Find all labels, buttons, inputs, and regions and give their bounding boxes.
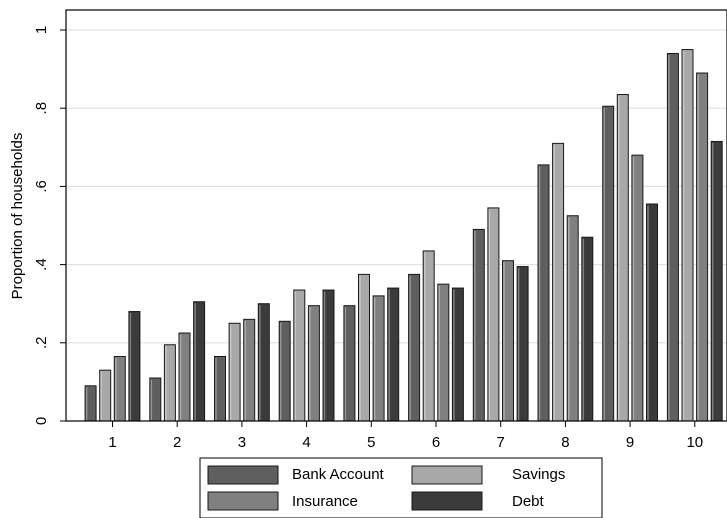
x-tick-label: 7 [497,434,505,451]
x-tick-label: 1 [108,434,116,451]
x-tick-label: 6 [432,434,440,451]
legend-label: Debt [512,493,545,510]
y-axis-label: Proportion of households [9,133,26,300]
x-tick-label: 8 [561,434,569,451]
y-tick-label: 1 [33,26,50,34]
y-tick-label: .4 [33,258,50,271]
legend-swatch [411,465,483,485]
legend-swatch [207,491,279,511]
y-tick-label: .2 [33,337,50,350]
legend: Bank Account Savings Insurance Debt [199,457,603,518]
legend-label: Savings [512,466,565,483]
x-axis: 1 2 3 4 5 6 7 8 9 10 [108,421,703,451]
x-tick-label: 5 [367,434,375,451]
x-tick-label: 4 [302,434,310,451]
plot-frame [65,9,727,422]
y-tick-label: .6 [33,180,50,193]
x-tick-label: 2 [173,434,181,451]
x-tick-label: 3 [238,434,246,451]
bars [84,49,723,422]
y-tick-label: .8 [33,102,50,115]
x-tick-label: 9 [626,434,634,451]
x-tick-label: 10 [686,434,703,451]
legend-swatch [411,491,483,511]
y-tick-label: 0 [33,417,50,425]
y-axis: 0 .2 .4 .6 .8 1 [33,26,66,425]
legend-swatch [207,465,279,485]
legend-label: Insurance [292,493,358,510]
legend-label: Bank Account [292,466,385,483]
